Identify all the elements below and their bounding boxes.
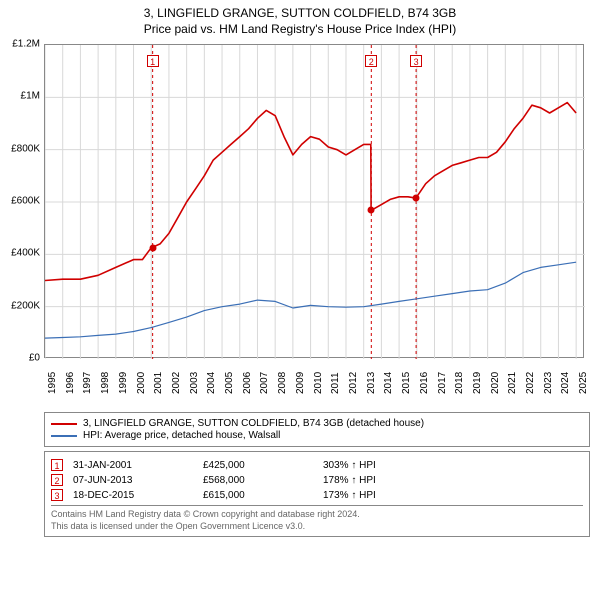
transaction-price: £568,000 [203, 475, 313, 486]
legend-row: HPI: Average price, detached house, Wals… [51, 430, 583, 441]
legend-label: 3, LINGFIELD GRANGE, SUTTON COLDFIELD, B… [83, 418, 424, 429]
x-tick-label: 2003 [189, 372, 200, 394]
x-tick-label: 2017 [437, 372, 448, 394]
x-tick-label: 2014 [383, 372, 394, 394]
transaction-marker-dot [149, 244, 156, 251]
x-tick-label: 2009 [295, 372, 306, 394]
transaction-hpi: 303% ↑ HPI [323, 460, 583, 471]
transaction-marker-dot [368, 207, 375, 214]
y-tick-label: £200K [11, 300, 40, 311]
x-tick-label: 2008 [277, 372, 288, 394]
transaction-date: 07-JUN-2013 [73, 475, 193, 486]
transaction-price: £425,000 [203, 460, 313, 471]
x-tick-label: 1996 [65, 372, 76, 394]
y-tick-label: £400K [11, 248, 40, 259]
transaction-row: 2 07-JUN-2013 £568,000 178% ↑ HPI [51, 474, 583, 486]
transaction-row: 3 18-DEC-2015 £615,000 173% ↑ HPI [51, 489, 583, 501]
legend-swatch [51, 435, 77, 437]
transaction-date: 31-JAN-2001 [73, 460, 193, 471]
y-tick-label: £800K [11, 143, 40, 154]
transaction-hpi: 173% ↑ HPI [323, 490, 583, 501]
x-tick-label: 2011 [330, 372, 341, 394]
transaction-price: £615,000 [203, 490, 313, 501]
x-tick-label: 2015 [401, 372, 412, 394]
chart-container: 3, LINGFIELD GRANGE, SUTTON COLDFIELD, B… [0, 0, 600, 537]
x-tick-label: 2006 [242, 372, 253, 394]
x-tick-label: 2016 [419, 372, 430, 394]
plot-svg [45, 45, 585, 359]
x-tick-label: 2013 [366, 372, 377, 394]
legend-label: HPI: Average price, detached house, Wals… [83, 430, 280, 441]
x-tick-label: 2024 [560, 372, 571, 394]
x-tick-label: 2005 [224, 372, 235, 394]
y-tick-label: £1.2M [12, 39, 40, 50]
x-tick-label: 2000 [136, 372, 147, 394]
x-tick-label: 2018 [454, 372, 465, 394]
x-tick-label: 2020 [490, 372, 501, 394]
x-tick-label: 1997 [82, 372, 93, 394]
transactions-table: 1 31-JAN-2001 £425,000 303% ↑ HPI 2 07-JUN-20… [44, 451, 590, 537]
x-tick-label: 2023 [543, 372, 554, 394]
x-tick-label: 2022 [525, 372, 536, 394]
legend-swatch [51, 423, 77, 425]
transaction-hpi: 178% ↑ HPI [323, 475, 583, 486]
chart-title: 3, LINGFIELD GRANGE, SUTTON COLDFIELD, B… [0, 6, 600, 20]
chart-subtitle: Price paid vs. HM Land Registry's House … [0, 22, 600, 36]
y-tick-label: £1M [21, 91, 40, 102]
x-tick-label: 2010 [313, 372, 324, 394]
transaction-number: 1 [51, 459, 63, 471]
x-tick-label: 2019 [472, 372, 483, 394]
footer-note: Contains HM Land Registry data © Crown c… [51, 505, 583, 532]
transaction-marker-label: 2 [365, 55, 377, 67]
x-tick-label: 1999 [118, 372, 129, 394]
transaction-marker-label: 1 [147, 55, 159, 67]
transaction-number: 2 [51, 474, 63, 486]
x-tick-label: 2025 [578, 372, 589, 394]
transaction-row: 1 31-JAN-2001 £425,000 303% ↑ HPI [51, 459, 583, 471]
chart-titles: 3, LINGFIELD GRANGE, SUTTON COLDFIELD, B… [0, 0, 600, 38]
transaction-date: 18-DEC-2015 [73, 490, 193, 501]
transaction-marker-dot [413, 195, 420, 202]
x-tick-label: 2002 [171, 372, 182, 394]
transaction-marker-label: 3 [410, 55, 422, 67]
x-tick-label: 2012 [348, 372, 359, 394]
transaction-number: 3 [51, 489, 63, 501]
x-tick-label: 2001 [153, 372, 164, 394]
chart-area: £0£200K£400K£600K£800K£1M£1.2M 123 19951… [0, 38, 600, 408]
y-tick-label: £600K [11, 196, 40, 207]
legend: 3, LINGFIELD GRANGE, SUTTON COLDFIELD, B… [44, 412, 590, 447]
legend-row: 3, LINGFIELD GRANGE, SUTTON COLDFIELD, B… [51, 418, 583, 429]
x-tick-label: 1998 [100, 372, 111, 394]
x-tick-label: 2021 [507, 372, 518, 394]
y-tick-label: £0 [29, 353, 40, 364]
y-axis: £0£200K£400K£600K£800K£1M£1.2M [0, 38, 44, 358]
x-tick-label: 2004 [206, 372, 217, 394]
x-tick-label: 2007 [259, 372, 270, 394]
plot-area: 1 2 3 [44, 44, 584, 358]
x-axis: 1995 1996 1997 1998 1999 2000 2001 2002 2003 2004… [44, 360, 584, 408]
x-tick-label: 1995 [47, 372, 58, 394]
